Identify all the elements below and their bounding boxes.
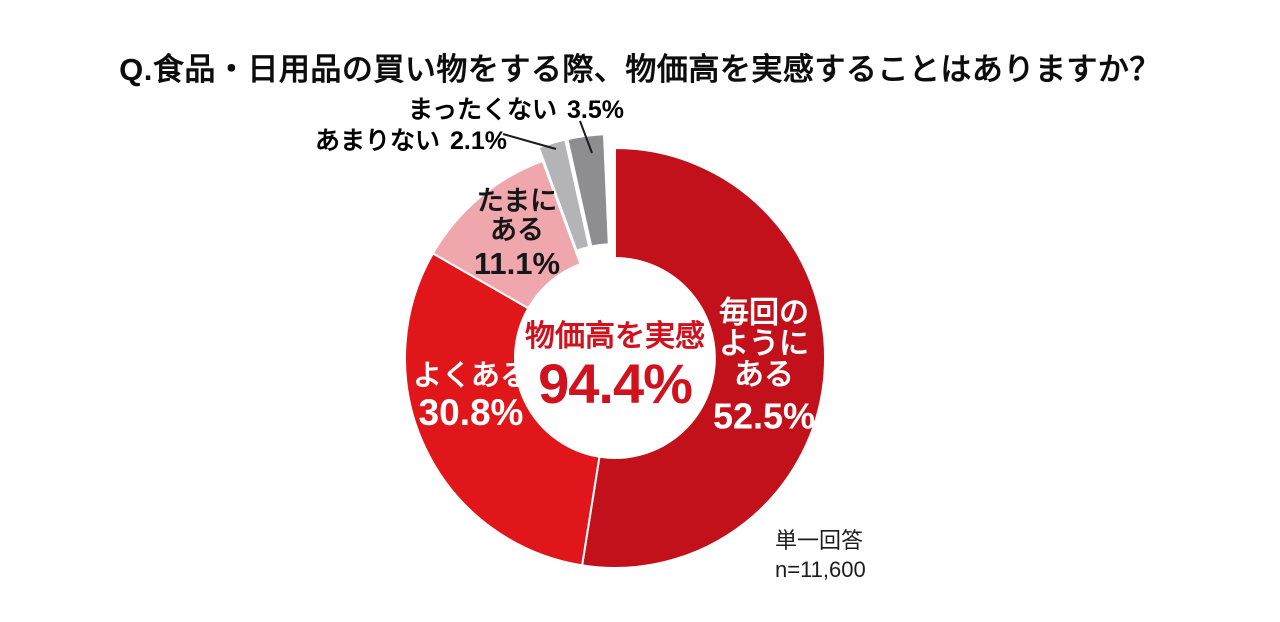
label-maikai-pct: 52.5% [712,394,816,436]
sample-note-line1: 単一回答 [775,528,864,553]
label-yokuaru: よくある 30.8% [412,359,530,434]
sample-note-line2: n=11,600 [775,556,866,582]
leader-line-amarinai [502,133,557,150]
slice-4 [566,133,610,248]
sample-note: 単一回答 n=11,600 [775,527,866,584]
label-tamaniaru-text: たまにある [476,186,558,246]
slice-3 [537,138,591,252]
label-amarinai-pct: 2.1% [450,126,507,155]
label-mattakunai-pct: 3.5% [567,95,624,124]
chart-title: Q.食品・日用品の買い物をする際、物価高を実感することはありますか？ [119,52,1161,87]
center-callout: 物価高を実感 94.4% [525,322,705,412]
slice-0 [580,146,826,569]
label-yokuaru-text: よくある [412,359,530,392]
label-tamaniaru: たまにある 11.1% [473,186,561,282]
label-maikai: 毎回のようにある 52.5% [713,297,815,434]
label-amarinai: あまりない 2.1% [315,128,507,154]
label-mattakunai: まったくない 3.5% [408,97,624,123]
donut-slices [404,133,826,569]
label-amarinai-text: あまりない [315,126,441,155]
slice-1 [404,252,601,567]
leader-line-mattakunai [579,120,593,154]
label-mattakunai-text: まったくない [408,95,558,124]
label-tamaniaru-pct: 11.1% [473,246,561,282]
label-maikai-text: 毎回のようにある [718,296,809,392]
label-yokuaru-pct: 30.8% [418,392,524,434]
center-value: 94.4% [538,352,693,415]
slice-2 [431,159,582,310]
center-label: 物価高を実感 [525,320,705,353]
